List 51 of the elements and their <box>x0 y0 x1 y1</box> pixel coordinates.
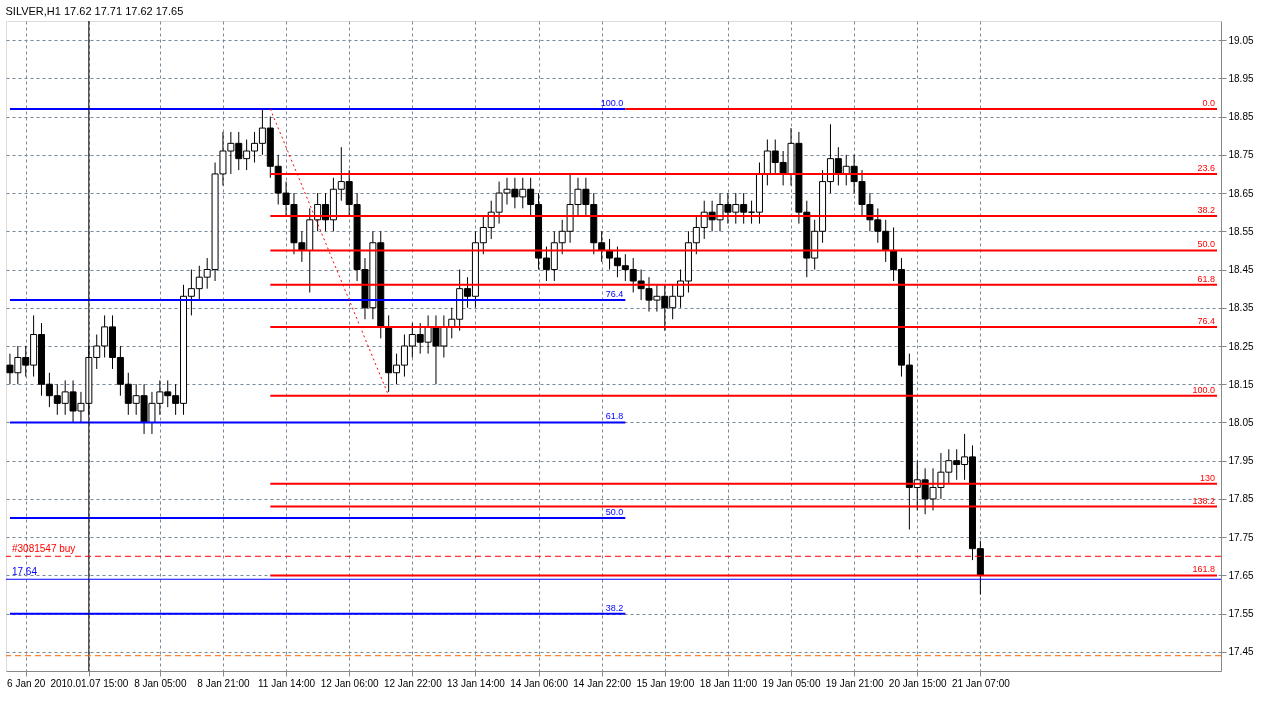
x-tick-label: 21 Jan 07:00 <box>951 677 1011 689</box>
y-tick-label: 17.85 <box>1228 493 1254 505</box>
y-tick-label: 18.95 <box>1228 72 1254 84</box>
series-label: 61.8 <box>605 411 624 422</box>
y-tick-label: 18.55 <box>1228 225 1254 237</box>
x-tick-label: 13 Jan 14:00 <box>447 677 506 689</box>
x-tick-label: 14 Jan 22:00 <box>573 677 632 689</box>
y-tick-label: 18.85 <box>1228 111 1254 123</box>
y-tick-label: 17.75 <box>1228 531 1254 543</box>
y-tick-label: 18.25 <box>1228 340 1254 352</box>
series-label: 50.0 <box>1197 239 1216 250</box>
series-label: 161.8 <box>1192 564 1216 575</box>
x-tick-label: 19 Jan 21:00 <box>825 677 884 689</box>
x-tick-label: 20 Jan 15:00 <box>888 677 948 689</box>
x-tick-label: 8 Jan 21:00 <box>197 677 251 689</box>
y-tick-label: 17.45 <box>1228 646 1254 658</box>
series-label: 130 <box>1200 472 1216 483</box>
series-label: 138.2 <box>1192 495 1216 506</box>
x-tick-label: 8 Jan 05:00 <box>134 677 187 689</box>
series-label: 100.0 <box>600 97 624 108</box>
x-tick-label: 11 Jan 14:00 <box>258 677 316 689</box>
series-label: 76.4 <box>605 289 624 300</box>
y-tick-label: 18.45 <box>1228 264 1254 276</box>
y-tick-label: 18.75 <box>1228 149 1254 161</box>
series-label: 50.0 <box>605 507 624 518</box>
x-tick-label: 14 Jan 06:00 <box>510 677 569 689</box>
y-tick-label: 18.15 <box>1228 378 1254 390</box>
y-tick-label: 17.95 <box>1228 455 1254 467</box>
series-label: 38.2 <box>1197 205 1216 215</box>
ref-line-label: 17.64 <box>11 566 38 578</box>
x-tick-label: 19 Jan 05:00 <box>762 677 821 689</box>
x-tick-label: 6 Jan 20 <box>7 677 46 689</box>
x-tick-label: 12 Jan 22:00 <box>383 677 443 689</box>
chart-title: SILVER,H1 17.62 17.71 17.62 17.65 <box>5 4 184 17</box>
series-label: 76.4 <box>1197 315 1216 326</box>
x-tick-label: 15 Jan 19:00 <box>636 677 695 689</box>
y-tick-label: 19.05 <box>1228 34 1254 46</box>
y-tick-label: 18.65 <box>1228 187 1254 199</box>
y-tick-label: 18.05 <box>1228 416 1254 428</box>
x-tick-label: 2010.01.07 15:00 <box>50 677 129 689</box>
series-label: 61.8 <box>1197 273 1216 284</box>
series-label: 0.0 <box>1202 97 1216 108</box>
x-tick-label: 18 Jan 11:00 <box>699 677 758 689</box>
series-label: 23.6 <box>1197 162 1216 173</box>
y-tick-label: 17.65 <box>1228 569 1254 581</box>
y-tick-label: 18.35 <box>1228 302 1254 314</box>
y-tick-label: 17.55 <box>1228 608 1254 620</box>
ref-line-label: #3081547 buy <box>11 543 76 555</box>
series-label: 38.2 <box>605 602 624 613</box>
x-tick-label: 12 Jan 06:00 <box>320 677 380 689</box>
series-label: 100.0 <box>1192 384 1216 395</box>
